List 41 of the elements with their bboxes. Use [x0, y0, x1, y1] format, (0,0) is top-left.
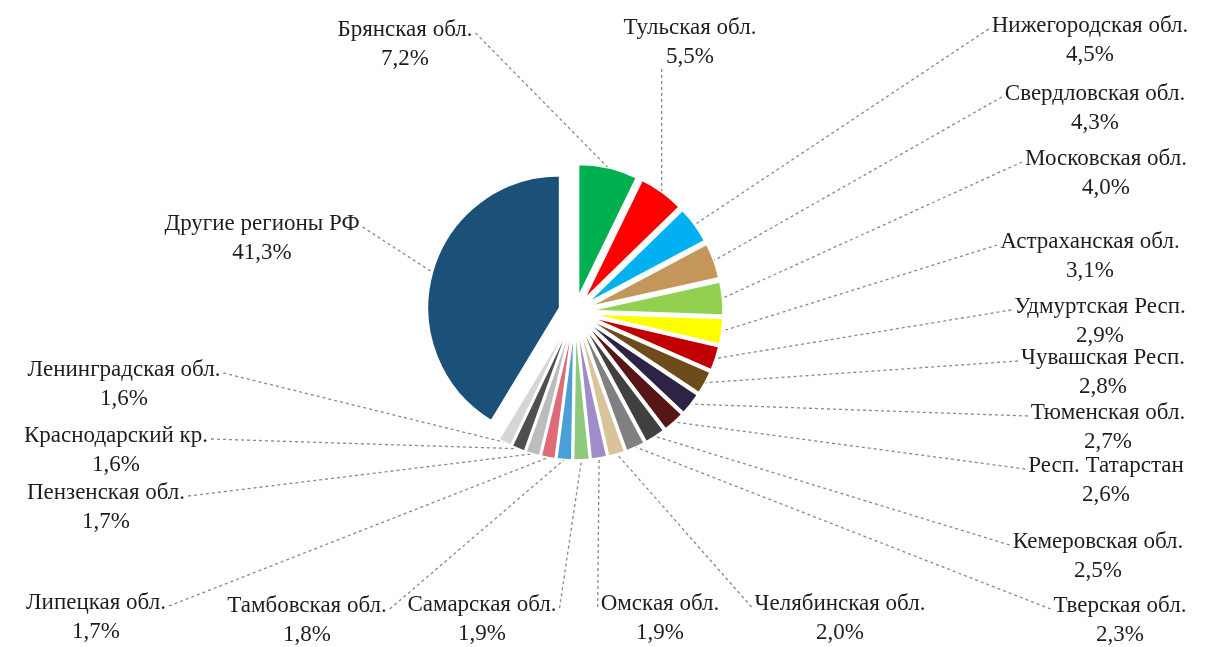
data-label: 4,3%: [1071, 109, 1119, 134]
data-label: 7,2%: [381, 45, 429, 70]
slice-label: Тверская обл.: [1053, 592, 1187, 617]
slice-label: Тамбовская обл.: [227, 592, 387, 617]
data-label: 41,3%: [232, 239, 292, 264]
slice-label: Нижегородская обл.: [991, 12, 1189, 37]
data-label: 5,5%: [666, 43, 714, 68]
slice-label: Респ. Татарстан: [1028, 452, 1184, 477]
slice-label: Брянская обл.: [337, 16, 473, 41]
slice-label: Тюменская обл.: [1030, 399, 1186, 424]
slice-label: Ленинградская обл.: [27, 356, 221, 381]
data-label: 2,5%: [1074, 557, 1122, 582]
data-label: 2,3%: [1096, 621, 1144, 646]
data-label: 3,1%: [1066, 257, 1114, 282]
data-label: 2,9%: [1076, 322, 1124, 347]
slice-label: Самарская обл.: [407, 591, 557, 616]
data-label: 1,8%: [283, 621, 331, 646]
data-label: 1,6%: [92, 451, 140, 476]
slice-label: Краснодарский кр.: [24, 422, 208, 447]
data-label: 2,6%: [1082, 481, 1130, 506]
slice-label: Удмуртская Респ.: [1014, 293, 1186, 318]
slice-label: Омская обл.: [600, 590, 720, 615]
slice-label: Московская обл.: [1025, 145, 1187, 170]
data-label: 1,7%: [72, 618, 120, 643]
data-label: 1,7%: [82, 508, 130, 533]
slice-label: Другие регионы РФ: [164, 210, 360, 235]
slice-label: Пензенская обл.: [26, 479, 186, 504]
slice-label: Тульская обл.: [623, 14, 757, 39]
data-label: 4,0%: [1082, 174, 1130, 199]
data-label: 2,8%: [1079, 373, 1127, 398]
slice-label: Свердловская обл.: [1004, 80, 1186, 105]
data-label: 1,9%: [636, 619, 684, 644]
slice-label: Челябинская обл.: [754, 590, 926, 615]
data-label: 4,5%: [1066, 41, 1114, 66]
data-label: 1,9%: [458, 620, 506, 645]
data-label: 1,6%: [100, 385, 148, 410]
data-label: 2,7%: [1084, 428, 1132, 453]
slice-label: Липецкая обл.: [26, 589, 166, 614]
slice-label: Астраханская обл.: [1000, 228, 1180, 253]
data-label: 2,0%: [816, 619, 864, 644]
slice-label: Кемеровская обл.: [1012, 528, 1184, 553]
